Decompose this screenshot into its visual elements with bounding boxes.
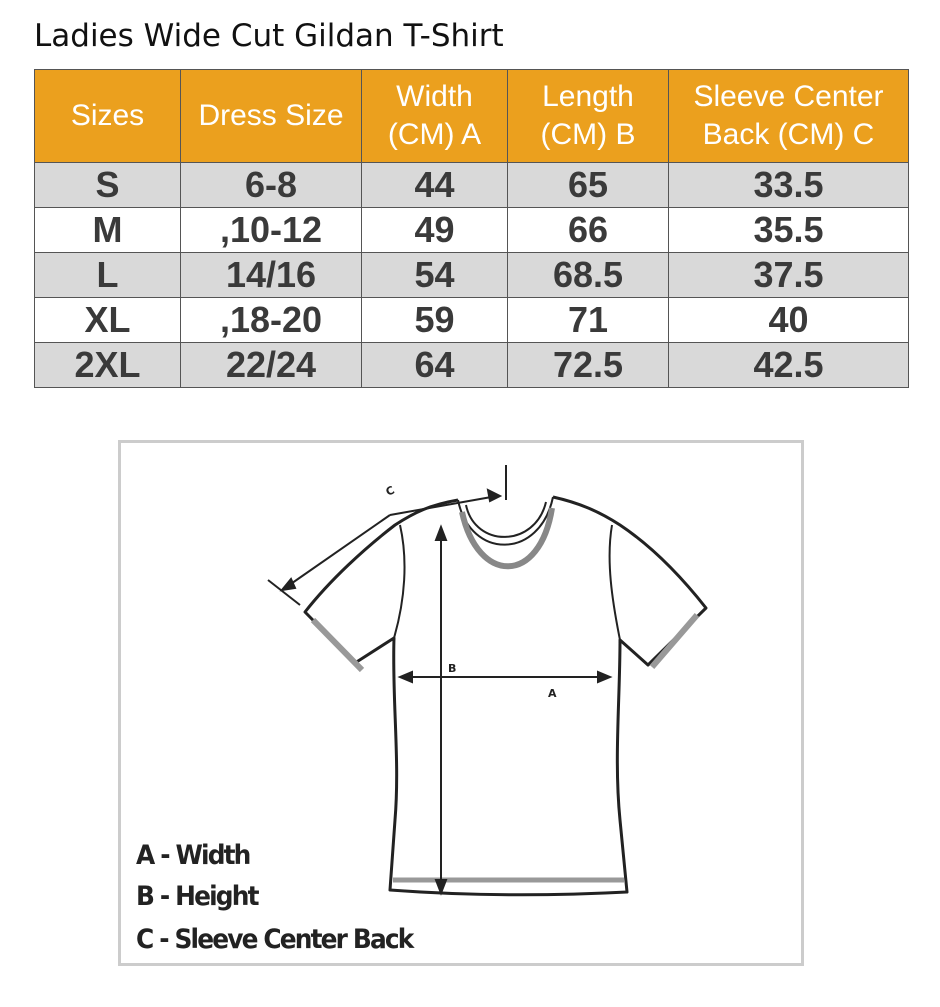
cell: 2XL bbox=[34, 342, 181, 388]
cell: 14/16 bbox=[180, 252, 362, 298]
cell: 54 bbox=[361, 252, 508, 298]
cell: 37.5 bbox=[668, 252, 909, 298]
label-b: B bbox=[448, 662, 456, 675]
header-sizes: Sizes bbox=[34, 69, 181, 163]
size-chart-table: Sizes Dress Size Width (CM) A Length (CM… bbox=[34, 69, 909, 388]
cell: 33.5 bbox=[668, 162, 909, 208]
page-title: Ladies Wide Cut Gildan T-Shirt bbox=[34, 18, 504, 54]
cell: 6-8 bbox=[180, 162, 362, 208]
cell: ,10-12 bbox=[180, 207, 362, 253]
header-width: Width (CM) A bbox=[361, 69, 508, 163]
cell: ,18-20 bbox=[180, 297, 362, 343]
tshirt-outline bbox=[303, 495, 708, 897]
label-c: C bbox=[384, 484, 397, 499]
table-row: L 14/16 54 68.5 37.5 bbox=[34, 252, 909, 298]
measurement-diagram-frame bbox=[118, 440, 804, 966]
legend-width: A - Width bbox=[136, 840, 251, 871]
cell: 64 bbox=[361, 342, 508, 388]
table-row: S 6-8 44 65 33.5 bbox=[34, 162, 909, 208]
label-a: A bbox=[548, 687, 557, 700]
header-dress-size: Dress Size bbox=[180, 69, 362, 163]
cell: S bbox=[34, 162, 181, 208]
table-header-row: Sizes Dress Size Width (CM) A Length (CM… bbox=[34, 69, 909, 163]
cell: 66 bbox=[507, 207, 669, 253]
header-sleeve: Sleeve Center Back (CM) C bbox=[668, 69, 909, 163]
cell: 35.5 bbox=[668, 207, 909, 253]
cell: 22/24 bbox=[180, 342, 362, 388]
cell: 49 bbox=[361, 207, 508, 253]
cell: 65 bbox=[507, 162, 669, 208]
cell: 68.5 bbox=[507, 252, 669, 298]
cell: 42.5 bbox=[668, 342, 909, 388]
cell: 59 bbox=[361, 297, 508, 343]
cell: 72.5 bbox=[507, 342, 669, 388]
cell: 44 bbox=[361, 162, 508, 208]
sleeve-arrow-c bbox=[284, 514, 391, 589]
header-length: Length (CM) B bbox=[507, 69, 669, 163]
legend-sleeve: C - Sleeve Center Back bbox=[136, 924, 414, 955]
legend-height: B - Height bbox=[136, 881, 259, 912]
cell: 40 bbox=[668, 297, 909, 343]
cell: 71 bbox=[507, 297, 669, 343]
table-row: 2XL 22/24 64 72.5 42.5 bbox=[34, 342, 909, 388]
table-row: XL ,18-20 59 71 40 bbox=[34, 297, 909, 343]
cell: XL bbox=[34, 297, 181, 343]
